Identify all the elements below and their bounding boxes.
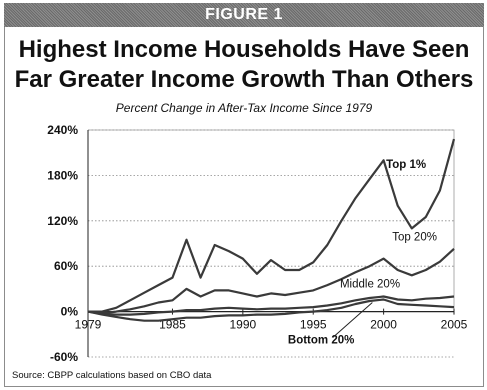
y-tick-label: 120% xyxy=(47,214,78,228)
figure-frame xyxy=(4,3,484,387)
plot-border xyxy=(88,129,455,312)
series-line-0 xyxy=(88,138,456,313)
figure-title-line1: Highest Income Households Have Seen xyxy=(18,36,470,63)
x-tick-label: 1990 xyxy=(229,318,256,332)
series-line-3 xyxy=(87,298,455,322)
figure-label: FIGURE 1 xyxy=(205,6,283,23)
figure-title-line2: Far Greater Income Growth Than Others xyxy=(14,66,474,93)
x-tick-label: 2000 xyxy=(370,318,397,332)
y-tick-label: 180% xyxy=(47,168,78,182)
series-line-1 xyxy=(87,247,455,315)
y-tick-label: 0% xyxy=(61,305,79,319)
series-label-0: Top 1% xyxy=(386,159,426,171)
source-note: Source: CBPP calculations based on CBO d… xyxy=(12,370,212,381)
y-tick-label: 60% xyxy=(54,259,78,273)
y-tick-label: -60% xyxy=(50,350,78,364)
series-label-3: Bottom 20% xyxy=(288,334,354,346)
bottom-label-leader xyxy=(332,302,373,338)
series-line-2 xyxy=(87,295,455,316)
y-tick-label: 240% xyxy=(47,123,78,137)
x-tick-label: 1995 xyxy=(300,318,327,332)
x-tick-label: 1985 xyxy=(159,318,186,332)
x-tick-label: 2005 xyxy=(441,318,468,332)
x-tick-label: 1979 xyxy=(75,318,102,332)
figure-banner: FIGURE 1 xyxy=(4,3,484,27)
series-label-2: Middle 20% xyxy=(340,278,400,290)
series-label-1: Top 20% xyxy=(392,231,437,243)
chart-subtitle: Percent Change in After-Tax Income Since… xyxy=(115,101,373,115)
